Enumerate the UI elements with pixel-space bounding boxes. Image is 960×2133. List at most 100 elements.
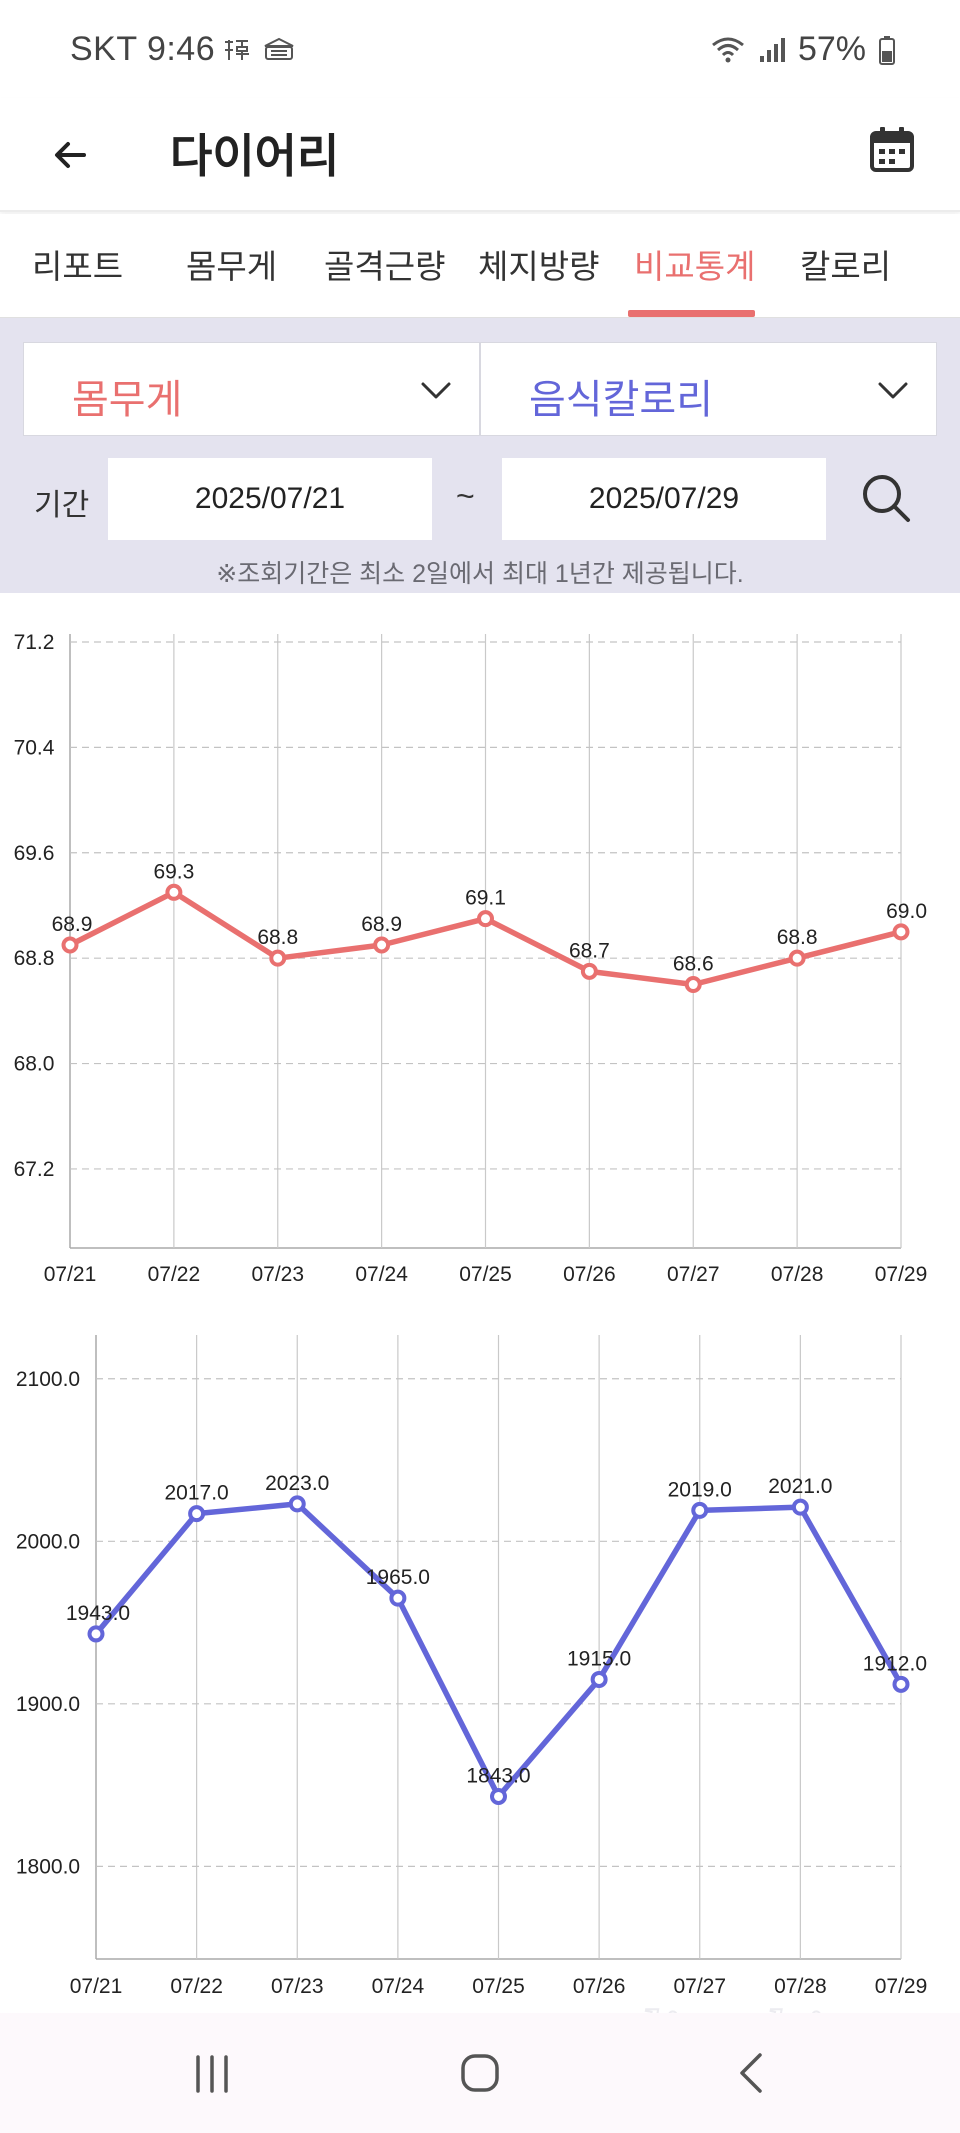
status-system: 57% bbox=[710, 30, 896, 69]
arrow-left-icon bbox=[55, 142, 86, 168]
data-label: 1965.0 bbox=[366, 1566, 430, 1589]
system-nav-bar bbox=[0, 2013, 960, 2133]
data-label: 2021.0 bbox=[768, 1475, 832, 1498]
tab-compare-stats[interactable]: 비교통계 bbox=[634, 248, 756, 285]
y-tick-label: 68.0 bbox=[14, 1053, 55, 1076]
data-point bbox=[684, 976, 702, 994]
filter-panel: 몸무게 음식칼로리 기간 ~ ※조회기간은 최소 2일에서 최대 1년간 제공됩… bbox=[0, 318, 960, 593]
x-tick-label: 07/26 bbox=[573, 1975, 626, 1998]
recent-apps-icon bbox=[196, 2055, 228, 2093]
tab-calorie[interactable]: 칼로리 bbox=[800, 248, 892, 285]
chevron-down-icon bbox=[421, 382, 451, 399]
data-point bbox=[892, 1675, 910, 1693]
x-tick-label: 07/25 bbox=[472, 1975, 525, 1998]
data-point bbox=[691, 1501, 709, 1519]
x-tick-label: 07/23 bbox=[271, 1975, 324, 1998]
data-label: 68.8 bbox=[257, 926, 298, 949]
x-tick-label: 07/21 bbox=[70, 1975, 123, 1998]
x-tick-label: 07/22 bbox=[170, 1975, 223, 1998]
data-label: 68.8 bbox=[777, 926, 818, 949]
tab-skeletal-muscle[interactable]: 골격근량 bbox=[324, 248, 446, 285]
period-notice: ※조회기간은 최소 2일에서 최대 1년간 제공됩니다. bbox=[216, 560, 744, 588]
status-notification-icons bbox=[222, 36, 296, 64]
tab-report[interactable]: 리포트 bbox=[32, 248, 124, 285]
x-tick-label: 07/27 bbox=[667, 1263, 720, 1286]
left-metric-value: 몸무게 bbox=[72, 378, 183, 422]
data-label: 1915.0 bbox=[567, 1647, 631, 1670]
x-tick-label: 07/28 bbox=[771, 1263, 824, 1286]
y-tick-label: 2000.0 bbox=[16, 1530, 80, 1553]
data-label: 68.6 bbox=[673, 953, 714, 976]
x-tick-label: 07/22 bbox=[148, 1263, 201, 1286]
calendar-icon bbox=[870, 127, 914, 172]
start-date-field[interactable] bbox=[108, 458, 432, 540]
calendar-button[interactable] bbox=[864, 122, 920, 178]
hanja-icon bbox=[225, 40, 249, 60]
data-label: 1943.0 bbox=[66, 1602, 130, 1625]
status-bar: SKT 9:46 57% bbox=[0, 0, 960, 98]
data-point bbox=[788, 949, 806, 967]
data-point bbox=[477, 910, 494, 928]
data-point bbox=[590, 1670, 608, 1688]
data-point bbox=[490, 1787, 507, 1805]
tab-body-fat[interactable]: 체지방량 bbox=[478, 248, 600, 285]
app-header: 다이어리 bbox=[0, 98, 960, 212]
end-date-field[interactable] bbox=[502, 458, 826, 540]
x-tick-label: 07/28 bbox=[774, 1975, 827, 1998]
x-tick-label: 07/29 bbox=[875, 1975, 928, 1998]
data-point bbox=[188, 1505, 206, 1523]
active-tab-indicator bbox=[628, 310, 755, 317]
x-tick-label: 07/26 bbox=[563, 1263, 616, 1286]
data-label: 1912.0 bbox=[863, 1652, 927, 1675]
data-label: 68.7 bbox=[569, 939, 610, 962]
chevron-down-icon bbox=[878, 382, 908, 399]
bank-app-icon bbox=[264, 37, 294, 60]
data-label: 69.3 bbox=[153, 860, 194, 883]
x-tick-label: 07/24 bbox=[355, 1263, 408, 1286]
data-label: 68.9 bbox=[361, 913, 402, 936]
data-point bbox=[269, 949, 287, 967]
x-tick-label: 07/25 bbox=[459, 1263, 512, 1286]
wifi-icon bbox=[712, 37, 744, 62]
period-label: 기간 bbox=[34, 489, 90, 522]
home-icon bbox=[461, 2054, 499, 2092]
data-point bbox=[389, 1589, 407, 1607]
x-tick-label: 07/24 bbox=[372, 1975, 425, 1998]
data-point bbox=[165, 883, 183, 901]
data-label: 69.0 bbox=[886, 900, 927, 923]
data-label: 1843.0 bbox=[466, 1764, 530, 1787]
carrier-time: SKT 9:46 bbox=[70, 30, 216, 68]
y-tick-label: 69.6 bbox=[14, 842, 55, 865]
right-metric-select[interactable]: 음식칼로리 bbox=[480, 342, 937, 436]
data-label: 2019.0 bbox=[668, 1478, 732, 1501]
data-point bbox=[892, 923, 910, 941]
y-tick-label: 68.8 bbox=[14, 947, 55, 970]
back-icon bbox=[740, 2053, 762, 2093]
y-tick-label: 1900.0 bbox=[16, 1693, 80, 1716]
y-tick-label: 2100.0 bbox=[16, 1368, 80, 1391]
weight-chart: 67.2 68.0 68.8 69.6 70.4 71.2 07/21 07/22 07/23 0… bbox=[14, 631, 928, 1286]
home-button[interactable] bbox=[450, 2043, 510, 2103]
x-tick-label: 07/29 bbox=[875, 1263, 928, 1286]
search-button[interactable] bbox=[858, 470, 914, 526]
right-metric-value: 음식칼로리 bbox=[529, 378, 713, 422]
y-tick-label: 1800.0 bbox=[16, 1855, 80, 1878]
data-point bbox=[87, 1625, 105, 1643]
recent-apps-button[interactable] bbox=[182, 2043, 242, 2103]
signal-icon bbox=[759, 37, 785, 62]
date-separator: ~ bbox=[456, 478, 475, 514]
y-tick-label: 71.2 bbox=[14, 631, 55, 654]
x-tick-label: 07/27 bbox=[673, 1975, 726, 1998]
y-tick-label: 70.4 bbox=[14, 736, 55, 759]
tab-weight[interactable]: 몸무게 bbox=[186, 248, 278, 285]
x-tick-label: 07/23 bbox=[251, 1263, 304, 1286]
food-calorie-chart: 1800.0 1900.0 2000.0 2100.0 07/21 07/22 07/23 0… bbox=[16, 1335, 928, 1998]
tab-bar: 리포트 몸무게 골격근량 체지방량 비교통계 칼로리 bbox=[0, 214, 960, 318]
data-point bbox=[580, 962, 598, 980]
x-tick-label: 07/21 bbox=[44, 1263, 97, 1286]
data-point bbox=[61, 936, 79, 954]
back-button[interactable] bbox=[44, 128, 98, 182]
battery-icon bbox=[879, 35, 895, 65]
system-back-button[interactable] bbox=[722, 2043, 782, 2103]
left-metric-select[interactable]: 몸무게 bbox=[23, 342, 480, 436]
